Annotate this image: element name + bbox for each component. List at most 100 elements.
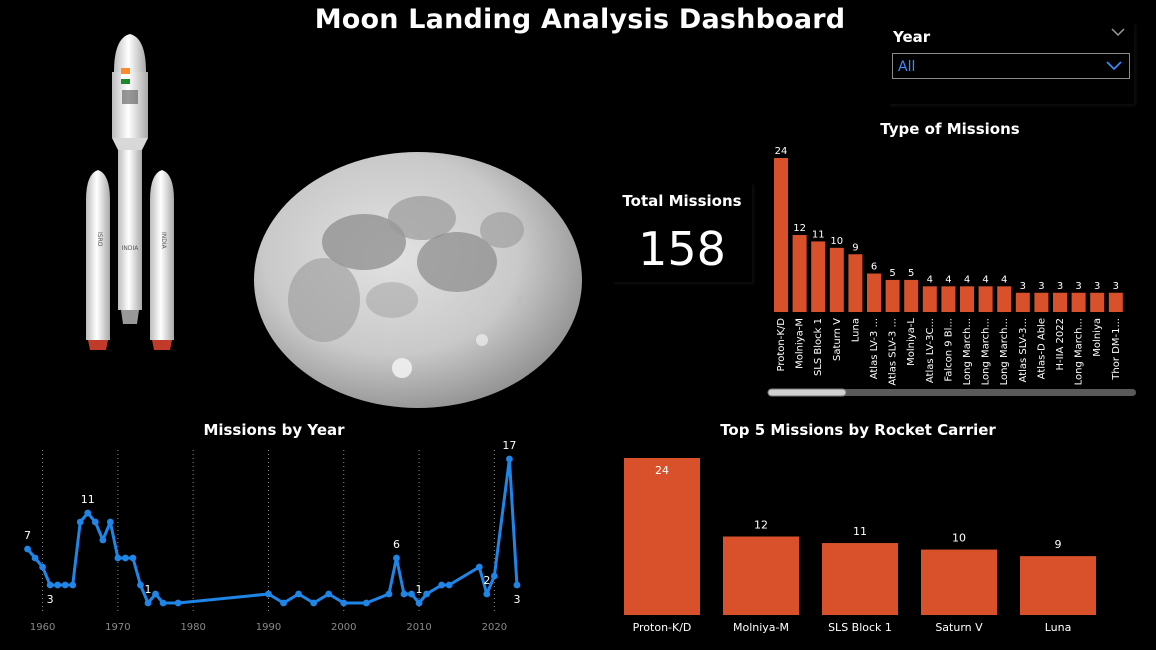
data-point[interactable] (99, 536, 107, 544)
data-label: 1 (145, 583, 152, 596)
bar[interactable] (921, 549, 997, 615)
data-point[interactable] (408, 590, 415, 598)
bar[interactable] (922, 286, 937, 312)
data-point[interactable] (31, 554, 39, 562)
bar[interactable] (848, 254, 863, 312)
data-point[interactable] (91, 518, 99, 526)
tick-label: Thor DM-1... (1111, 318, 1122, 381)
data-point[interactable] (69, 581, 77, 589)
chevron-down-icon[interactable] (1105, 58, 1123, 72)
data-point[interactable] (137, 581, 144, 589)
chevron-down-icon[interactable] (1110, 26, 1126, 38)
bar[interactable] (1034, 292, 1049, 312)
data-point[interactable] (61, 581, 69, 589)
tick-label: SLS Block 1 (813, 318, 824, 376)
type-of-missions-chart[interactable]: Type of Missions 24 Proton-K/D 12 Molniya-M 1… (760, 114, 1140, 404)
data-point[interactable] (280, 599, 287, 607)
tick-label: Saturn V (935, 621, 983, 634)
bar[interactable] (829, 247, 844, 312)
bar[interactable] (1053, 292, 1067, 312)
bar[interactable] (867, 273, 881, 313)
rocket-image: ISRO INDIA INDIA (86, 34, 174, 350)
data-point[interactable] (385, 590, 393, 598)
bar[interactable] (624, 458, 700, 615)
bar[interactable] (904, 279, 919, 312)
tick-label: Atlas SLV-3 ... (888, 318, 899, 386)
data-point[interactable] (310, 599, 318, 607)
data-point[interactable] (393, 554, 400, 562)
data-point[interactable] (400, 590, 408, 598)
chart-title: Type of Missions (880, 120, 1019, 138)
data-point[interactable] (490, 572, 498, 580)
data-point[interactable] (76, 518, 84, 526)
data-point[interactable] (438, 581, 446, 589)
data-point[interactable] (122, 554, 129, 562)
bar[interactable] (1090, 292, 1105, 312)
data-point[interactable] (152, 590, 159, 598)
bar[interactable] (792, 235, 807, 312)
tick-label: Molniya (1092, 318, 1103, 357)
scrollbar-thumb[interactable] (767, 388, 847, 397)
data-point[interactable] (475, 563, 483, 571)
data-point[interactable] (265, 590, 272, 598)
data-point[interactable] (325, 590, 333, 598)
data-point[interactable] (415, 599, 423, 607)
page-title: Moon Landing Analysis Dashboard (314, 4, 846, 35)
data-point[interactable] (114, 554, 122, 562)
data-label: 11 (81, 493, 95, 506)
kpi-value: 158 (638, 222, 726, 276)
slicer-label: Year (893, 28, 931, 46)
data-point[interactable] (46, 581, 54, 589)
data-point[interactable] (54, 581, 62, 589)
data-label: 11 (812, 229, 825, 240)
data-point[interactable] (295, 590, 302, 598)
data-label: 6 (871, 262, 877, 273)
top5-rocket-carrier-chart[interactable]: Top 5 Missions by Rocket Carrier 24 Proton… (598, 414, 1144, 648)
data-point[interactable] (483, 590, 491, 598)
data-point[interactable] (513, 581, 521, 589)
data-point[interactable] (340, 599, 348, 607)
bar[interactable] (723, 536, 799, 616)
bar[interactable] (941, 286, 956, 312)
data-point[interactable] (24, 545, 31, 553)
data-point[interactable] (106, 518, 114, 526)
bar[interactable] (960, 286, 974, 312)
bar[interactable] (885, 279, 900, 312)
tick-label: H-IIA 2022 (1055, 318, 1066, 371)
tick-label: Long March... (962, 318, 973, 385)
bar[interactable] (1020, 556, 1096, 615)
data-point[interactable] (174, 599, 182, 607)
tick-label: 1970 (105, 622, 130, 633)
data-point[interactable] (129, 554, 137, 562)
data-point[interactable] (362, 599, 370, 607)
year-slicer[interactable]: Year All (888, 22, 1134, 104)
bar[interactable] (997, 286, 1012, 312)
year-dropdown[interactable]: All (892, 53, 1130, 79)
data-label: 1 (416, 583, 423, 596)
svg-text:ISRO: ISRO (96, 232, 103, 247)
data-label: 3 (47, 593, 54, 606)
tick-label: Atlas LV-3 ... (869, 318, 880, 379)
data-label: 4 (964, 274, 970, 285)
data-point[interactable] (423, 590, 430, 598)
data-point[interactable] (84, 509, 92, 517)
missions-by-year-chart[interactable]: Missions by Year 1960 1970 1980 1990 2000 2010… (0, 414, 540, 648)
bar[interactable] (811, 241, 826, 312)
data-label: 24 (775, 146, 788, 157)
bar[interactable] (1108, 292, 1123, 312)
bar[interactable] (774, 158, 788, 312)
data-point[interactable] (144, 599, 152, 607)
bar[interactable] (822, 543, 898, 615)
data-point[interactable] (39, 563, 46, 571)
bar[interactable] (1071, 292, 1086, 312)
bar[interactable] (1015, 292, 1030, 312)
tick-label: Molniya-M (795, 318, 806, 369)
scrollbar-track[interactable] (768, 389, 1136, 396)
bar[interactable] (978, 286, 993, 312)
data-label: 3 (1057, 281, 1063, 292)
total-missions-card: Total Missions 158 (612, 182, 752, 282)
tick-label: Luna (1045, 621, 1072, 634)
data-point[interactable] (159, 599, 167, 607)
data-point[interactable] (445, 581, 453, 589)
data-point[interactable] (506, 455, 513, 463)
